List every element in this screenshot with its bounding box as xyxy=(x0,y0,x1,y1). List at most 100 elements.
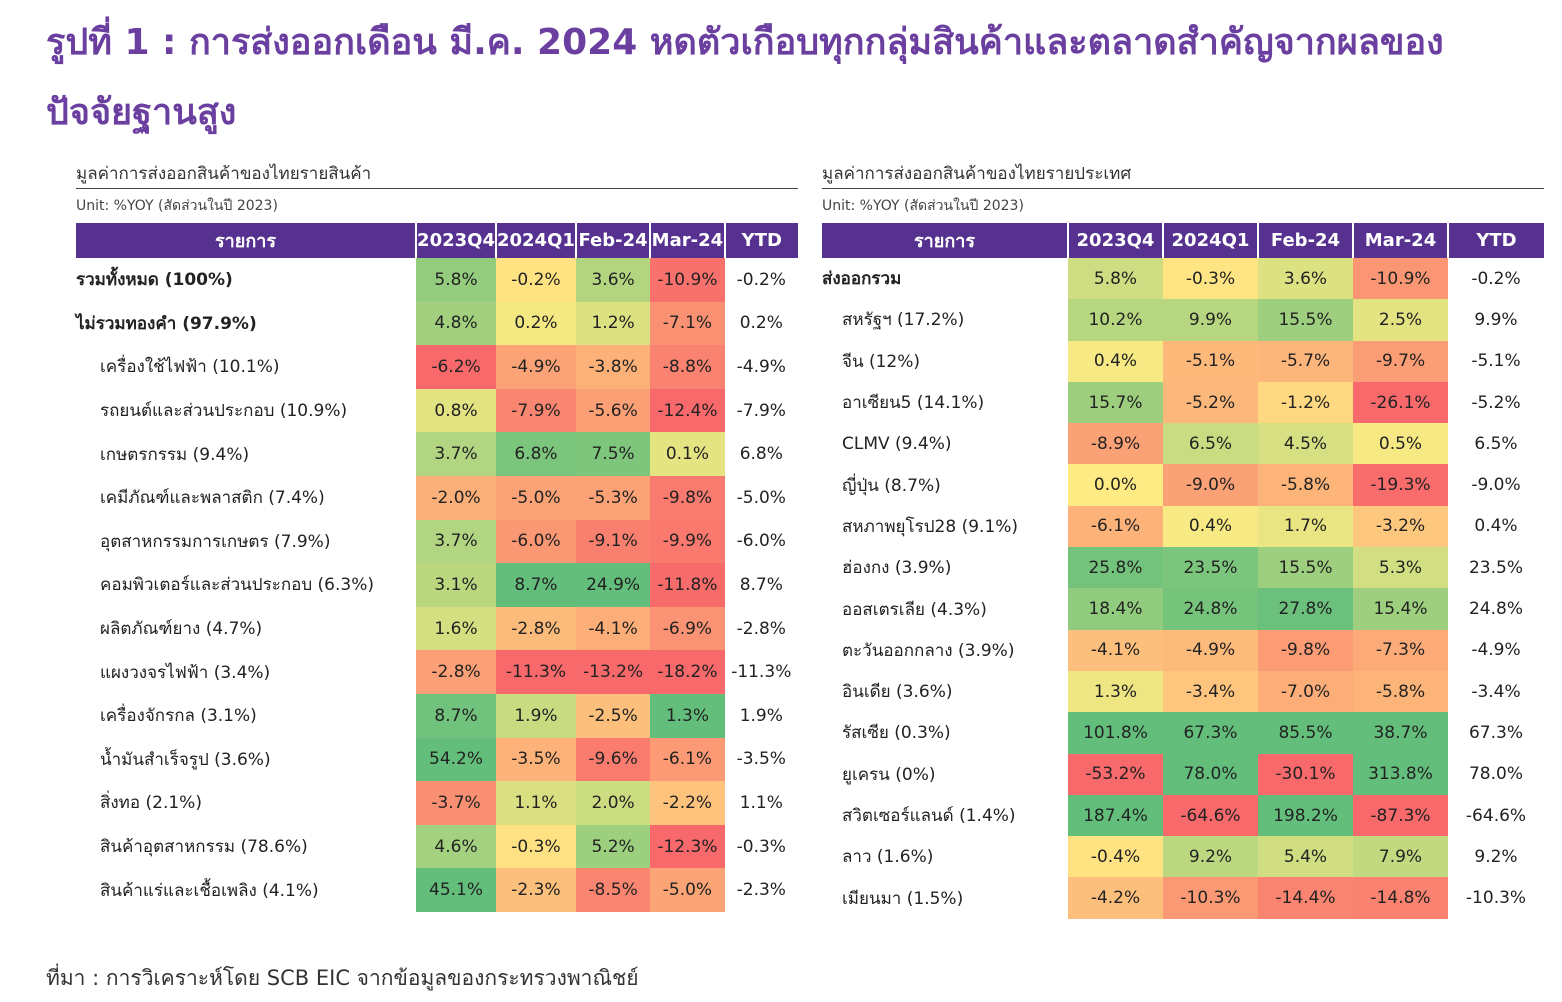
country-heat-cell-mar-24: -26.1% xyxy=(1353,381,1448,424)
country-col-header-item: รายการ xyxy=(822,223,1068,258)
product-row-label: น้ำมันสำเร็จรูป (3.6%) xyxy=(100,749,271,770)
country-table-row: ส่งออกรวม 5.8% -0.3% 3.6% -10.9% -0.2% xyxy=(822,258,1544,300)
product-heat-cell-2024q1: 1.9% xyxy=(495,693,576,738)
product-ytd-cell: -7.9% xyxy=(724,388,798,433)
product-heat-cell-feb-24: -4.1% xyxy=(575,606,651,651)
country-row-label: ญี่ปุ่น (8.7%) xyxy=(842,475,941,496)
product-ytd-cell: 8.7% xyxy=(724,563,798,607)
country-heat-cell-mar-24: -87.3% xyxy=(1353,794,1448,837)
product-table-row: เคมีภัณฑ์และพลาสติก (7.4%) -2.0% -5.0% -5.3… xyxy=(76,475,798,520)
country-table-row: จีน (12%) 0.4% -5.1% -5.7% -9.7% -5.1% xyxy=(822,340,1544,382)
product-row-label: เครื่องจักรกล (3.1%) xyxy=(100,706,257,727)
country-heat-cell-2023q4: -8.9% xyxy=(1068,423,1163,465)
country-heat-cell-2023q4: 25.8% xyxy=(1068,547,1163,589)
country-heat-cell-2024q1: 24.8% xyxy=(1163,588,1258,630)
country-ytd-cell: 9.9% xyxy=(1448,299,1544,341)
figure-title: รูปที่ 1 : การส่งออกเดือน มี.ค. 2024 หดต… xyxy=(46,22,1444,133)
country-heat-cell-2024q1: 67.3% xyxy=(1163,712,1258,754)
product-heat-cell-2023q4: -2.8% xyxy=(416,650,496,694)
product-table-unit: Unit: %YOY (สัดส่วนในปี 2023) xyxy=(76,198,278,214)
product-heat-cell-feb-24: -5.6% xyxy=(575,388,651,433)
product-table-row: ไม่รวมทองคำ (97.9%) 4.8% 0.2% 1.2% -7.1% 0.2% xyxy=(76,301,798,346)
country-heat-cell-2023q4: 10.2% xyxy=(1068,299,1163,341)
country-heat-cell-2023q4: -4.2% xyxy=(1068,877,1163,919)
country-table-row: CLMV (9.4%) -8.9% 6.5% 4.5% 0.5% 6.5% xyxy=(822,423,1544,465)
country-heat-cell-feb-24: -30.1% xyxy=(1258,753,1353,795)
country-heat-cell-mar-24: 5.3% xyxy=(1353,547,1448,589)
country-heat-cell-feb-24: 85.5% xyxy=(1258,712,1353,754)
country-ytd-cell: 6.5% xyxy=(1448,423,1544,465)
product-heat-cell-feb-24: 1.2% xyxy=(575,301,651,346)
product-heat-cell-mar-24: -12.3% xyxy=(650,824,725,869)
product-ytd-cell: -0.3% xyxy=(724,824,798,869)
country-table-row: ออสเตรเลีย (4.3%) 18.4% 24.8% 27.8% 15.4% 24.… xyxy=(822,588,1544,630)
product-heat-cell-feb-24: 5.2% xyxy=(575,824,651,869)
product-col-header-feb-24: Feb-24 xyxy=(574,223,651,258)
product-table-row: สินค้าอุตสาหกรรม (78.6%) 4.6% -0.3% 5.2% -12… xyxy=(76,824,798,869)
product-table-row: รวมทั้งหมด (100%) 5.8% -0.2% 3.6% -10.9% -0.2… xyxy=(76,258,798,302)
product-heat-cell-mar-24: 1.3% xyxy=(650,693,725,738)
product-heat-cell-2024q1: 1.1% xyxy=(495,781,576,825)
country-row-label: สวิตเซอร์แลนด์ (1.4%) xyxy=(842,806,1016,826)
product-ytd-cell: -3.5% xyxy=(724,737,798,782)
country-heat-cell-2023q4: 5.8% xyxy=(1068,258,1163,300)
product-table-row: อุตสาหกรรมการเกษตร (7.9%) 3.7% -6.0% -9.1% -… xyxy=(76,519,798,564)
country-row-label: ออสเตรเลีย (4.3%) xyxy=(842,599,987,620)
product-heat-cell-2024q1: -3.5% xyxy=(495,737,576,782)
product-ytd-cell: -4.9% xyxy=(724,345,798,389)
country-heat-cell-2023q4: -6.1% xyxy=(1068,505,1163,548)
country-heat-cell-2024q1: 9.9% xyxy=(1163,299,1258,341)
product-heat-cell-2024q1: -4.9% xyxy=(495,345,576,389)
product-ytd-cell: 1.1% xyxy=(724,781,798,825)
product-heat-cell-mar-24: -5.0% xyxy=(650,868,725,912)
product-heat-cell-mar-24: 0.1% xyxy=(650,432,725,476)
country-row-label: ตะวันออกกลาง (3.9%) xyxy=(842,640,1015,661)
product-heat-cell-2024q1: 6.8% xyxy=(495,432,576,476)
country-heat-cell-mar-24: -9.7% xyxy=(1353,340,1448,382)
country-heat-cell-2024q1: 9.2% xyxy=(1163,836,1258,878)
product-ytd-cell: -11.3% xyxy=(724,650,798,694)
product-heat-cell-2023q4: -3.7% xyxy=(416,781,496,825)
product-heat-cell-feb-24: -2.5% xyxy=(575,693,651,738)
country-heat-cell-feb-24: 4.5% xyxy=(1258,423,1353,465)
product-table-row: ผลิตภัณฑ์ยาง (4.7%) 1.6% -2.8% -4.1% -6.9% -2… xyxy=(76,606,798,651)
country-heat-cell-2024q1: 23.5% xyxy=(1163,547,1258,589)
country-table-row: ตะวันออกกลาง (3.9%) -4.1% -4.9% -9.8% -7.3% -… xyxy=(822,629,1544,671)
product-heat-cell-2023q4: 3.1% xyxy=(416,563,496,607)
product-table-rule xyxy=(76,188,798,189)
product-heat-cell-2023q4: 1.6% xyxy=(416,606,496,651)
product-heat-cell-mar-24: -2.2% xyxy=(650,781,725,825)
product-heat-cell-2023q4: 5.8% xyxy=(416,258,496,302)
product-heat-cell-2023q4: 3.7% xyxy=(416,432,496,476)
product-row-label: เครื่องใช้ไฟฟ้า (10.1%) xyxy=(100,357,280,378)
country-table-row: ยูเครน (0%) -53.2% 78.0% -30.1% 313.8% 78.0% xyxy=(822,753,1544,795)
product-col-header-2023q4: 2023Q4 xyxy=(415,223,496,258)
product-heat-cell-mar-24: -9.9% xyxy=(650,519,725,564)
product-heat-cell-2023q4: 45.1% xyxy=(416,868,496,912)
country-row-label: อาเซียน5 (14.1%) xyxy=(842,393,985,414)
country-heat-cell-mar-24: 7.9% xyxy=(1353,836,1448,878)
country-ytd-cell: 9.2% xyxy=(1448,836,1544,878)
country-table-row: อาเซียน5 (14.1%) 15.7% -5.2% -1.2% -26.1% -5.… xyxy=(822,381,1544,424)
product-table-row: สินค้าแร่และเชื้อเพลิง (4.1%) 45.1% -2.3% -… xyxy=(76,868,798,912)
country-heat-cell-feb-24: 27.8% xyxy=(1258,588,1353,630)
country-row-label: จีน (12%) xyxy=(842,351,921,372)
product-heat-cell-mar-24: -7.1% xyxy=(650,301,725,346)
country-col-header-mar-24: Mar-24 xyxy=(1352,223,1448,258)
product-row-label: รวมทั้งหมด (100%) xyxy=(76,270,233,291)
country-heat-cell-feb-24: -14.4% xyxy=(1258,877,1353,919)
product-heat-cell-2023q4: 0.8% xyxy=(416,388,496,433)
product-heat-cell-2023q4: 54.2% xyxy=(416,737,496,782)
product-heat-cell-mar-24: -12.4% xyxy=(650,388,725,433)
country-heat-cell-feb-24: -9.8% xyxy=(1258,629,1353,671)
country-heat-cell-mar-24: -3.2% xyxy=(1353,505,1448,548)
product-heat-cell-2023q4: 4.8% xyxy=(416,301,496,346)
product-heat-cell-feb-24: -5.3% xyxy=(575,475,651,520)
product-heat-cell-mar-24: -18.2% xyxy=(650,650,725,694)
product-heat-cell-2024q1: 8.7% xyxy=(495,563,576,607)
country-heat-cell-2024q1: 0.4% xyxy=(1163,505,1258,548)
country-heat-cell-feb-24: 15.5% xyxy=(1258,299,1353,341)
country-ytd-cell: -10.3% xyxy=(1448,877,1544,919)
country-ytd-cell: -3.4% xyxy=(1448,670,1544,713)
country-ytd-cell: -9.0% xyxy=(1448,464,1544,506)
